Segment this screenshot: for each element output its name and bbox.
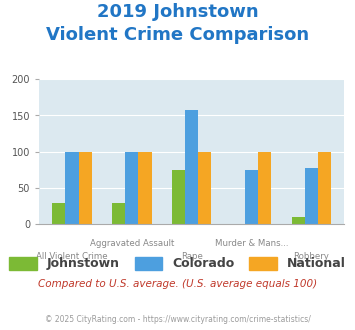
Bar (292, 217, 305, 224)
Bar (52, 203, 65, 224)
Bar (112, 203, 125, 224)
Bar (172, 170, 185, 224)
Bar (138, 152, 152, 224)
Text: All Violent Crime: All Violent Crime (36, 252, 108, 261)
Bar (185, 110, 198, 224)
Legend: Johnstown, Colorado, National: Johnstown, Colorado, National (3, 250, 352, 277)
Text: Robbery: Robbery (294, 252, 329, 261)
Bar (305, 168, 318, 224)
Bar (65, 152, 78, 224)
Bar (198, 152, 212, 224)
Text: Compared to U.S. average. (U.S. average equals 100): Compared to U.S. average. (U.S. average … (38, 279, 317, 289)
Bar (78, 152, 92, 224)
Bar (318, 152, 331, 224)
Text: Violent Crime Comparison: Violent Crime Comparison (46, 26, 309, 45)
Bar (258, 152, 271, 224)
Bar (245, 170, 258, 224)
Text: Murder & Mans...: Murder & Mans... (215, 239, 288, 248)
Text: © 2025 CityRating.com - https://www.cityrating.com/crime-statistics/: © 2025 CityRating.com - https://www.city… (45, 315, 310, 324)
Text: 2019 Johnstown: 2019 Johnstown (97, 3, 258, 21)
Text: Rape: Rape (181, 252, 203, 261)
Bar (125, 152, 138, 224)
Text: Aggravated Assault: Aggravated Assault (90, 239, 174, 248)
